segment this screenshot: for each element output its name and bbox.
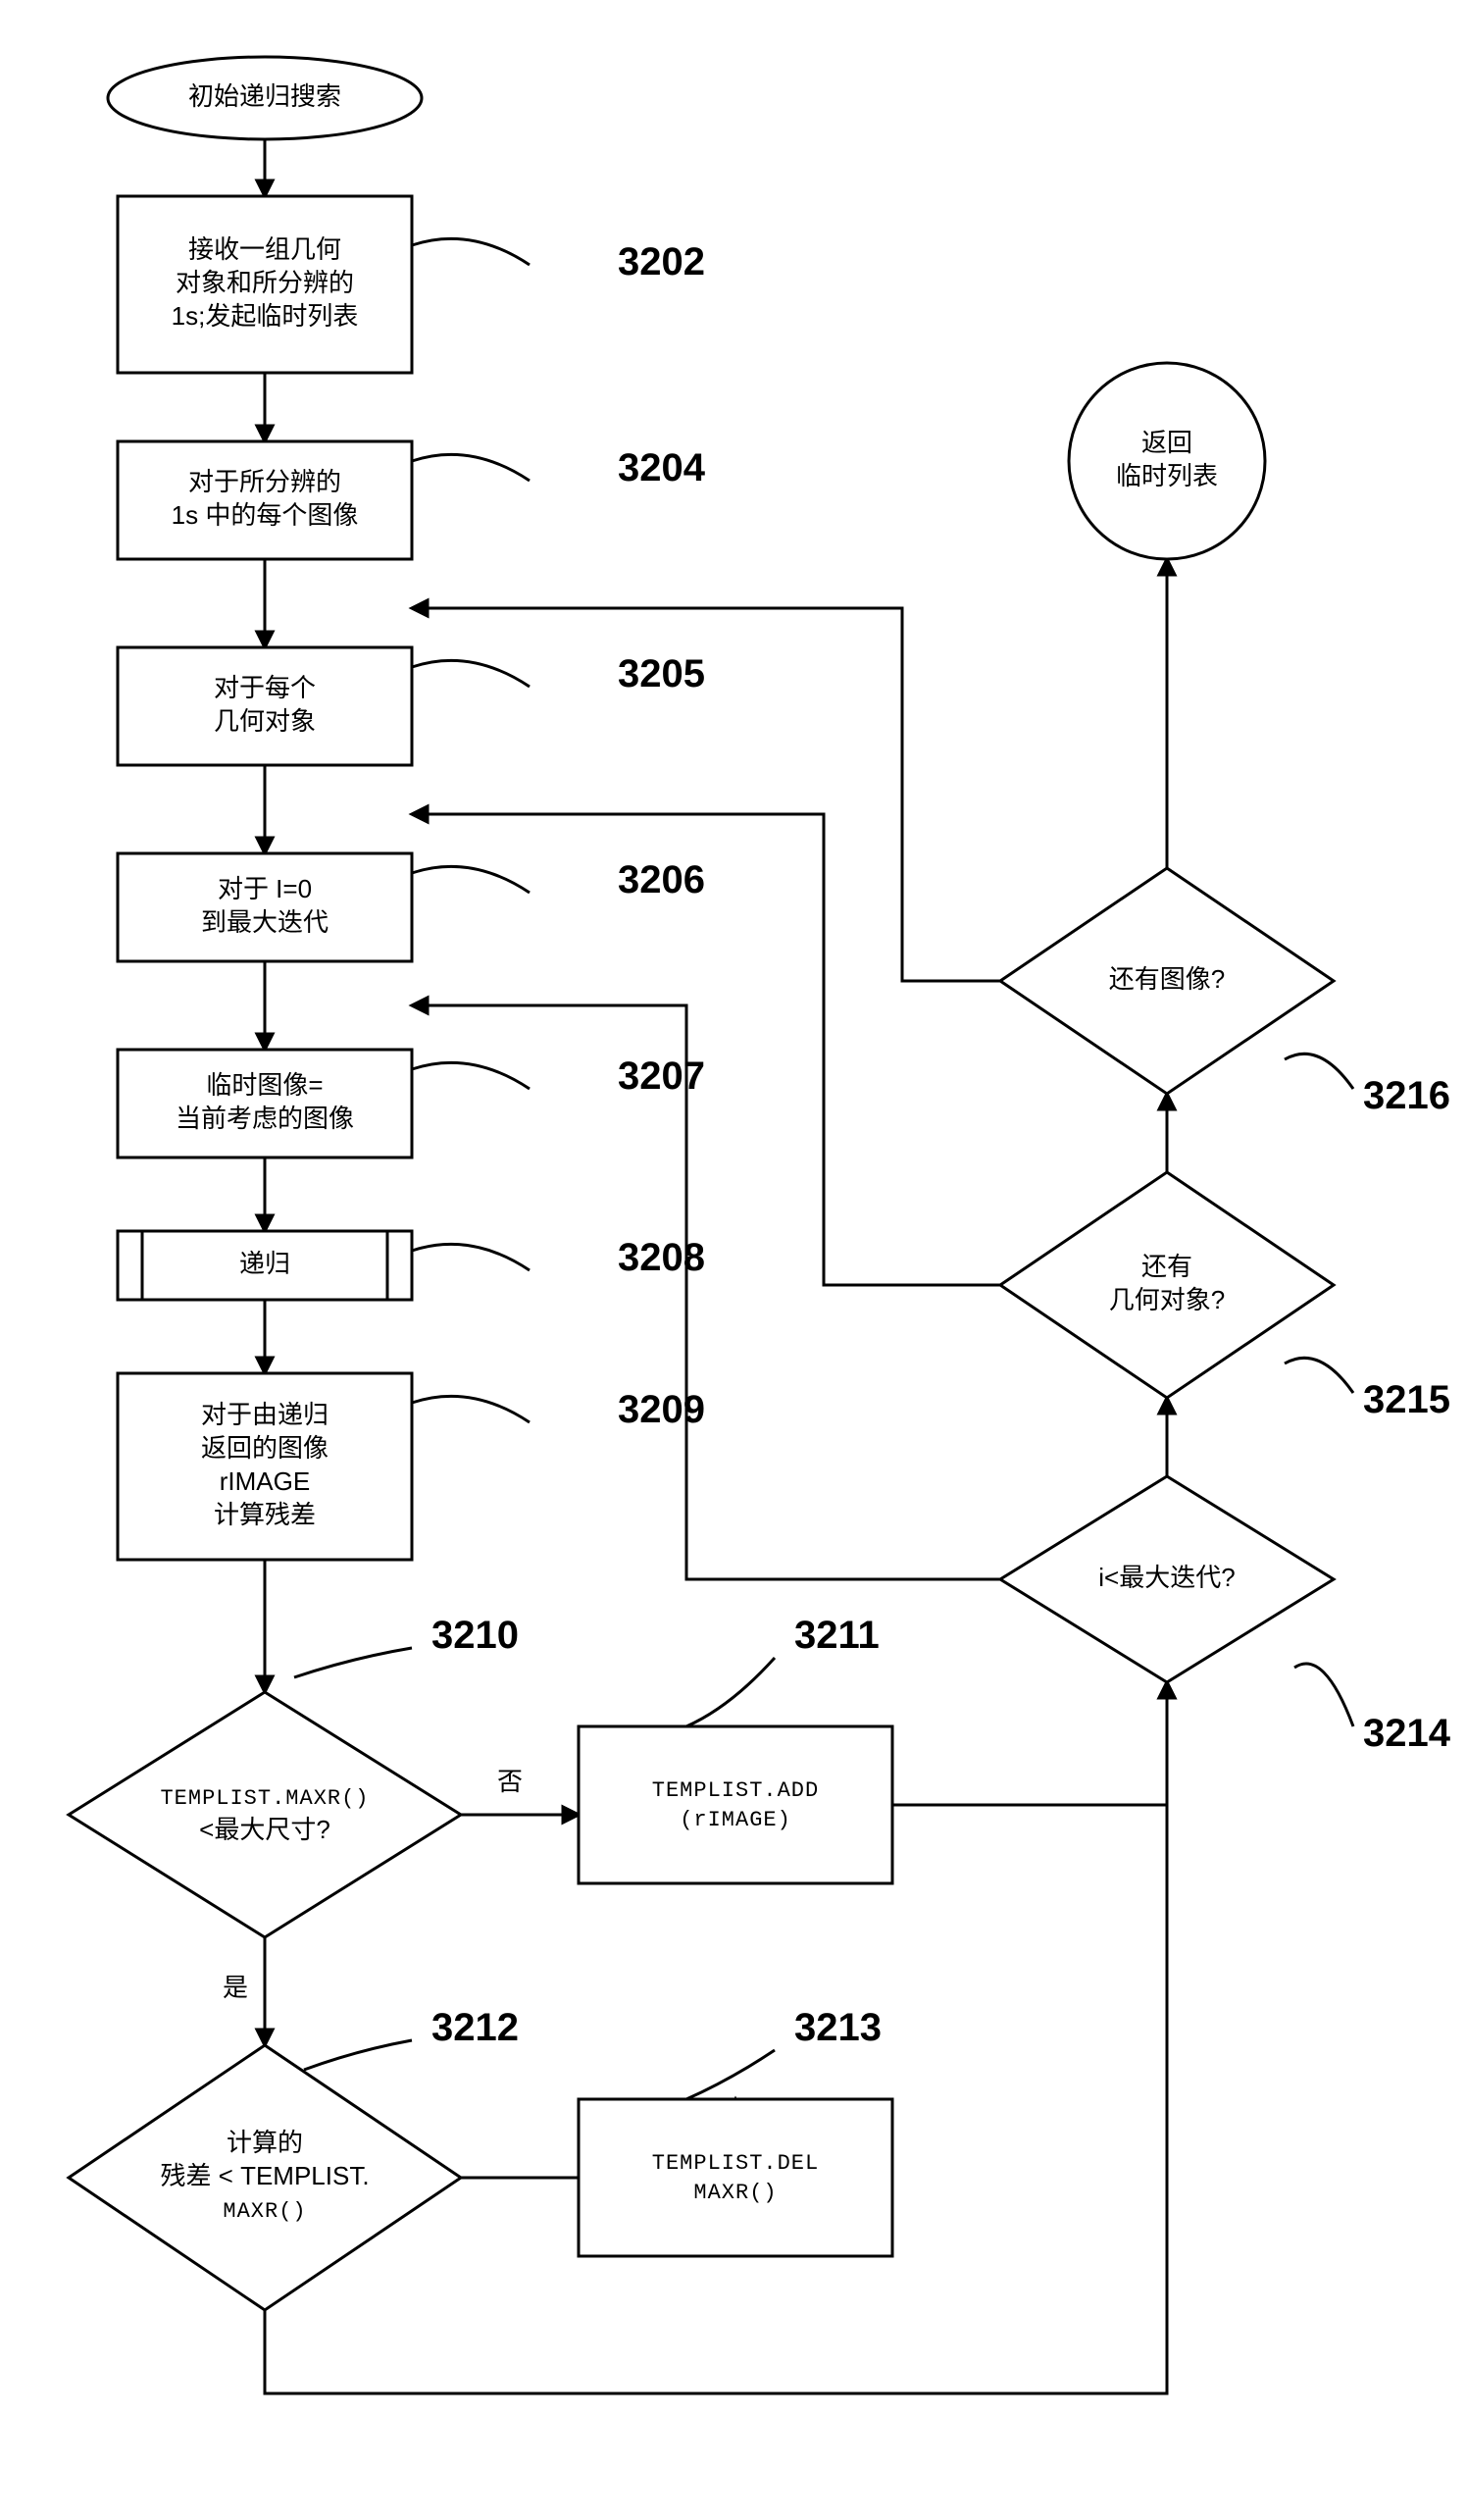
- svg-text:临时图像=: 临时图像=: [206, 1070, 323, 1100]
- svg-text:MAXR(): MAXR(): [223, 2199, 306, 2224]
- svg-text:3205: 3205: [618, 652, 705, 695]
- svg-text:i<最大迭代?: i<最大迭代?: [1098, 1563, 1235, 1592]
- svg-text:3209: 3209: [618, 1388, 705, 1431]
- svg-text:当前考虑的图像: 当前考虑的图像: [176, 1104, 354, 1133]
- svg-text:3210: 3210: [431, 1614, 519, 1657]
- svg-text:还有图像?: 还有图像?: [1109, 964, 1225, 994]
- svg-text:还有: 还有: [1141, 1252, 1192, 1281]
- svg-text:TEMPLIST.MAXR(): TEMPLIST.MAXR(): [160, 1786, 369, 1811]
- svg-text:对于由递归: 对于由递归: [201, 1400, 329, 1429]
- svg-text:对于 I=0: 对于 I=0: [218, 874, 312, 903]
- svg-text:是: 是: [223, 1973, 248, 2002]
- svg-text:3215: 3215: [1363, 1378, 1450, 1421]
- svg-text:对象和所分辨的: 对象和所分辨的: [176, 268, 354, 297]
- svg-text:<最大尺寸?: <最大尺寸?: [199, 1815, 330, 1844]
- svg-text:rIMAGE: rIMAGE: [220, 1466, 310, 1496]
- svg-text:返回的图像: 返回的图像: [201, 1433, 329, 1463]
- svg-text:几何对象: 几何对象: [214, 706, 316, 736]
- svg-text:1s;发起临时列表: 1s;发起临时列表: [172, 301, 359, 331]
- svg-text:3213: 3213: [794, 2006, 882, 2049]
- svg-text:3212: 3212: [431, 2006, 519, 2049]
- svg-text:对于每个: 对于每个: [214, 673, 316, 702]
- svg-text:残差 < TEMPLIST.: 残差 < TEMPLIST.: [160, 2161, 369, 2190]
- svg-text:否: 否: [497, 1767, 523, 1796]
- svg-text:临时列表: 临时列表: [1116, 461, 1218, 490]
- svg-text:到最大迭代: 到最大迭代: [201, 907, 329, 937]
- svg-text:3211: 3211: [794, 1614, 880, 1657]
- svg-text:计算的: 计算的: [227, 2128, 303, 2157]
- svg-text:初始递归搜索: 初始递归搜索: [188, 81, 341, 111]
- svg-text:3204: 3204: [618, 446, 706, 489]
- svg-text:递归: 递归: [239, 1249, 290, 1278]
- svg-text:接收一组几何: 接收一组几何: [188, 234, 341, 264]
- svg-text:几何对象?: 几何对象?: [1109, 1285, 1225, 1314]
- flowchart-diagram: 初始递归搜索接收一组几何对象和所分辨的 1s;发起临时列表对于所分辨的 1s 中的每…: [20, 20, 1467, 2500]
- svg-text:TEMPLIST.ADD: TEMPLIST.ADD: [652, 1778, 819, 1803]
- svg-text:1s 中的每个图像: 1s 中的每个图像: [172, 500, 359, 530]
- svg-text:3208: 3208: [618, 1236, 705, 1279]
- svg-text:3207: 3207: [618, 1054, 705, 1098]
- svg-text:MAXR(): MAXR(): [693, 2181, 777, 2205]
- svg-text:计算残差: 计算残差: [214, 1500, 316, 1529]
- svg-text:3216: 3216: [1363, 1074, 1450, 1117]
- svg-text:对于所分辨的: 对于所分辨的: [188, 467, 341, 496]
- svg-text:返回: 返回: [1141, 428, 1192, 457]
- svg-text:TEMPLIST.DEL: TEMPLIST.DEL: [652, 2151, 819, 2176]
- svg-text:3202: 3202: [618, 240, 705, 283]
- svg-text:(rIMAGE): (rIMAGE): [680, 1808, 791, 1832]
- svg-text:3214: 3214: [1363, 1712, 1451, 1755]
- svg-text:3206: 3206: [618, 858, 705, 901]
